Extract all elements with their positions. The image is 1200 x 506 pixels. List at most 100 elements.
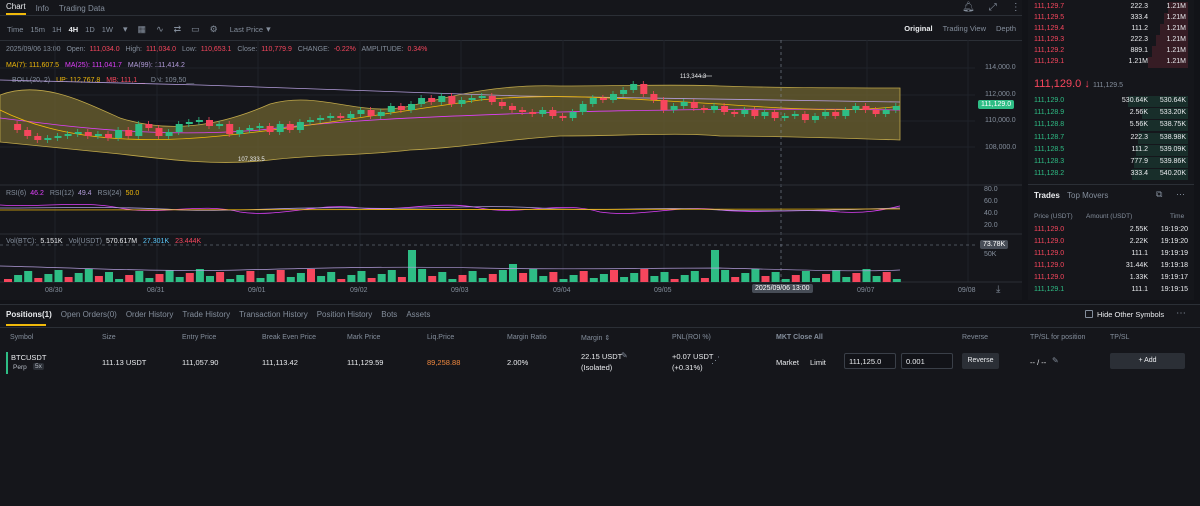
- volume-bar: [549, 272, 558, 282]
- volume-bar: [509, 264, 517, 282]
- candle-body: [761, 112, 769, 116]
- col-margin[interactable]: Margin ⇕: [581, 335, 611, 342]
- interval-1h[interactable]: 1H: [51, 24, 62, 34]
- candle-body: [630, 84, 638, 90]
- layout-icon[interactable]: ▭: [191, 23, 200, 34]
- position-entry: 111,057.90: [182, 358, 219, 367]
- limit-qty-input[interactable]: 0.001: [901, 353, 953, 369]
- tab-trading-data[interactable]: Trading Data: [58, 3, 105, 13]
- candle-body: [569, 112, 577, 118]
- edit-tpsl-icon[interactable]: ✎: [1052, 356, 1059, 365]
- more-icon[interactable]: ⋯: [1176, 189, 1185, 199]
- ask-price: 111,129.7: [1034, 3, 1065, 10]
- calendar-icon[interactable]: ▦: [137, 23, 147, 34]
- volume-bar: [115, 279, 124, 282]
- tab-bots[interactable]: Bots: [381, 310, 398, 319]
- view-tradingview[interactable]: Trading View: [942, 24, 986, 33]
- ask-row[interactable]: 111,129.5 333.4 1.21M: [1028, 13, 1188, 24]
- tab-open-orders[interactable]: Open Orders(0): [60, 310, 117, 319]
- candlestick-chart[interactable]: 113,344.3 107,333.5: [0, 40, 1022, 300]
- tab-top-movers[interactable]: Top Movers: [1067, 191, 1109, 200]
- trade-price: 111,129.1: [1034, 286, 1065, 293]
- interval-1d[interactable]: 1D: [85, 24, 95, 34]
- bid-row[interactable]: 111,128.5 111.2 539.09K: [1028, 144, 1188, 156]
- hide-other-checkbox[interactable]: [1085, 310, 1093, 318]
- ask-amount: 222.3: [1130, 36, 1148, 43]
- open-label: Open:: [66, 46, 86, 53]
- scale-icon[interactable]: ⤓: [996, 284, 1001, 295]
- candle-body: [185, 122, 193, 124]
- tab-transaction-history[interactable]: Transaction History: [239, 310, 308, 319]
- tab-assets[interactable]: Assets: [406, 310, 431, 319]
- x-axis-label: 09/08: [958, 287, 976, 294]
- tab-chart[interactable]: Chart: [6, 2, 26, 15]
- trades-col-amount: Amount (USDT): [1086, 213, 1133, 220]
- limit-close-button[interactable]: Limit: [810, 358, 826, 367]
- compare-icon[interactable]: ⇄: [173, 23, 182, 34]
- edit-margin-icon[interactable]: ✎: [621, 351, 628, 360]
- trade-row: 111,129.0 1.33K 19:19:17: [1028, 273, 1188, 284]
- x-axis-label: 09/01: [248, 287, 266, 294]
- candle-body: [751, 110, 759, 116]
- more-icon[interactable]: ⋮: [1010, 2, 1021, 13]
- position-symbol[interactable]: BTCUSDT: [11, 353, 47, 362]
- trade-amount: 111.1: [1131, 286, 1148, 293]
- settings-icon[interactable]: ⚙: [209, 23, 218, 34]
- chevron-down-icon[interactable]: ▾: [123, 23, 128, 34]
- trade-time: 19:19:20: [1160, 226, 1188, 233]
- limit-price-input[interactable]: 111,125.0: [844, 353, 896, 369]
- change-value: -0.22%: [333, 46, 356, 53]
- interval-1w[interactable]: 1W: [101, 24, 114, 34]
- view-depth[interactable]: Depth: [995, 24, 1016, 33]
- bid-row[interactable]: 111,129.0 530.64K 530.64K: [1028, 96, 1188, 107]
- arrow-down-icon: ↓: [1084, 78, 1090, 90]
- chevron-down-icon[interactable]: ▾: [266, 23, 271, 34]
- tab-order-history[interactable]: Order History: [125, 310, 174, 319]
- bell-icon[interactable]: 🔔︎: [962, 2, 975, 13]
- tab-trades[interactable]: Trades: [1034, 191, 1060, 200]
- share-icon[interactable]: ⋰: [711, 355, 720, 365]
- candles: [14, 81, 900, 143]
- tab-trade-history[interactable]: Trade History: [182, 310, 231, 319]
- bid-row[interactable]: 111,128.7 222.3 538.98K: [1028, 132, 1188, 144]
- ask-row[interactable]: 111,129.1 1.21M 1.21M: [1028, 57, 1188, 68]
- candle-body: [236, 130, 244, 134]
- ask-row[interactable]: 111,129.2 889.1 1.21M: [1028, 46, 1188, 57]
- candle-body: [711, 106, 718, 110]
- candle-body: [488, 96, 496, 102]
- add-tpsl-button[interactable]: + Add: [1110, 353, 1185, 369]
- price-type-select[interactable]: Last Price: [229, 24, 264, 34]
- volume-bar: [307, 269, 315, 282]
- volume-bar: [286, 277, 295, 282]
- volume-bar: [721, 270, 730, 282]
- interval-15m[interactable]: 15m: [30, 24, 45, 34]
- interval-4h[interactable]: 4H: [68, 24, 79, 34]
- reverse-button[interactable]: Reverse: [962, 353, 999, 369]
- time-label[interactable]: Time: [7, 24, 24, 34]
- volume-bar: [438, 272, 447, 282]
- boll-up: UP: 112,767.8: [56, 77, 101, 84]
- view-original[interactable]: Original: [904, 24, 933, 33]
- ask-row[interactable]: 111,129.3 222.3 1.21M: [1028, 35, 1188, 46]
- tab-positions[interactable]: Positions(1): [6, 310, 52, 319]
- col-pnl[interactable]: PNL(ROI %): [672, 334, 711, 341]
- mkt-close-all-button[interactable]: MKT Close All: [776, 334, 823, 341]
- bid-row[interactable]: 111,128.2 333.4 540.20K: [1028, 169, 1188, 181]
- popout-icon[interactable]: ⧉: [1156, 189, 1163, 199]
- expand-icon[interactable]: ⤢: [988, 2, 997, 13]
- volume-bar: [397, 277, 406, 282]
- tab-position-history[interactable]: Position History: [316, 310, 373, 319]
- ask-row[interactable]: 111,129.4 111.2 1.21M: [1028, 24, 1188, 35]
- market-close-button[interactable]: Market: [776, 358, 799, 367]
- volume-bar: [660, 272, 669, 282]
- bid-row[interactable]: 111,128.9 2.56K 533.20K: [1028, 108, 1188, 120]
- volume-bar: [135, 271, 144, 282]
- more-icon[interactable]: ⋯: [1176, 308, 1186, 319]
- candle-body: [256, 126, 264, 128]
- indicator-icon[interactable]: ∿: [156, 23, 164, 34]
- ask-row[interactable]: 111,129.7 222.3 1.21M: [1028, 2, 1188, 13]
- leverage-badge[interactable]: 5x: [33, 363, 44, 370]
- tab-info[interactable]: Info: [35, 3, 49, 13]
- bid-row[interactable]: 111,128.3 777.9 539.86K: [1028, 157, 1188, 168]
- bid-row[interactable]: 111,128.8 5.56K 538.75K: [1028, 120, 1188, 132]
